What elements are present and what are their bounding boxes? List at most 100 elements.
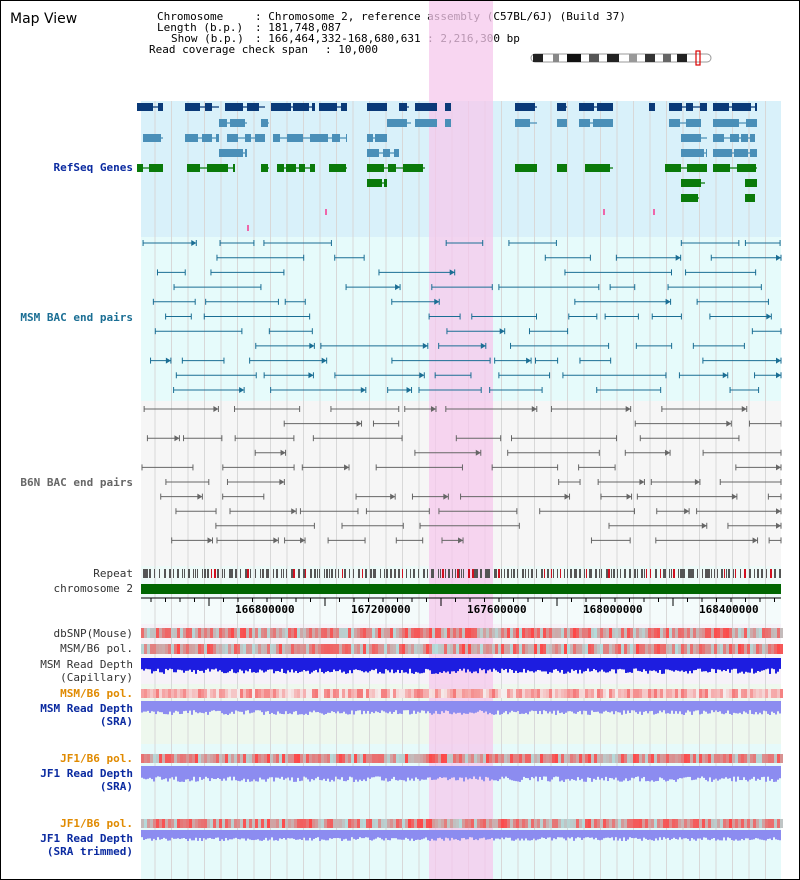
gene-feature — [515, 164, 537, 172]
gene-feature — [143, 134, 161, 142]
gene-feature — [319, 103, 337, 111]
dbsnp-track — [141, 628, 783, 638]
gene-feature — [185, 103, 200, 111]
gene-feature — [730, 134, 739, 142]
gene-feature — [207, 164, 228, 172]
jf1-trim-sub: (SRA trimmed) — [46, 845, 133, 858]
chromosome-bar — [141, 584, 781, 594]
msm-depth-capillary — [141, 658, 781, 674]
gene-feature — [247, 103, 259, 111]
gene-feature — [713, 103, 729, 111]
axis-tick-label: 168000000 — [583, 603, 643, 616]
gene-feature — [750, 149, 757, 157]
msm-depth-sra-label: MSM Read Depth — [40, 702, 133, 715]
gene-feature — [383, 149, 390, 157]
gene-feature — [713, 119, 739, 127]
gene-feature — [255, 134, 265, 142]
gene-feature — [686, 119, 701, 127]
gene-feature — [245, 134, 251, 142]
gene-feature — [741, 134, 748, 142]
gene-feature — [205, 103, 212, 111]
axis-tick-label: 166800000 — [235, 603, 295, 616]
coverage-key: Read coverage check span — [149, 43, 308, 56]
refseq-genes-label[interactable]: RefSeq Genes — [53, 161, 133, 174]
jf1-pol2-track — [141, 819, 783, 828]
coverage-value: : 10,000 — [325, 43, 378, 56]
msm-pol-label: MSM/B6 pol. — [60, 642, 133, 655]
gene-feature — [388, 164, 396, 172]
gene-feature — [332, 134, 340, 142]
show-key: Show (b.p.) — [171, 32, 244, 45]
gene-feature — [346, 134, 347, 142]
gene-feature — [299, 164, 305, 172]
msm-depth-sra-sub: (SRA) — [99, 715, 133, 728]
gene-feature — [287, 134, 303, 142]
refseq-genes-track[interactable] — [137, 103, 757, 231]
msm-pol2-label: MSM/B6 pol. — [60, 687, 133, 700]
gene-feature — [755, 103, 757, 111]
b6n-bac-track[interactable] — [141, 406, 782, 544]
gene-feature — [687, 164, 707, 172]
gene-feature — [387, 119, 407, 127]
gene-feature — [737, 164, 756, 172]
length-value: : 181,748,087 — [255, 21, 342, 34]
gene-feature — [329, 164, 346, 172]
gene-feature — [713, 149, 732, 157]
gene-feature — [149, 164, 163, 172]
axis-tick-label: 168400000 — [699, 603, 759, 616]
gene-feature — [293, 103, 309, 111]
gene-feature — [367, 179, 382, 187]
gene-feature — [216, 134, 219, 142]
gene-feature — [310, 164, 315, 172]
repeat-track[interactable] — [143, 569, 781, 578]
chromosome-ideogram[interactable] — [530, 50, 712, 66]
page-title: Map View — [10, 11, 78, 27]
gene-feature — [375, 134, 387, 142]
gene-feature — [137, 103, 153, 111]
chromosome-label: chromosome 2 — [53, 582, 133, 595]
gene-feature — [681, 194, 698, 202]
position-axis — [141, 597, 781, 606]
chromosome-key: Chromosome — [157, 10, 224, 23]
gene-feature — [394, 149, 399, 157]
axis-tick-label: 167200000 — [351, 603, 411, 616]
msm-bac-track[interactable] — [142, 240, 782, 393]
gene-feature — [686, 103, 693, 111]
gene-feature — [185, 134, 198, 142]
jf1-pol-track — [141, 754, 783, 763]
highlight-region[interactable] — [429, 1, 493, 880]
gene-feature — [341, 103, 347, 111]
jf1-depth-trimmed — [141, 830, 781, 841]
gene-feature — [202, 134, 212, 142]
repeat-label: Repeat — [93, 567, 133, 580]
gene-feature — [746, 119, 757, 127]
gene-feature — [700, 103, 707, 111]
gene-feature — [415, 119, 437, 127]
dbsnp-label: dbSNP(Mouse) — [53, 627, 133, 640]
gene-feature — [734, 149, 748, 157]
gene-feature — [230, 119, 245, 127]
gene-feature — [593, 119, 613, 127]
axis-tick-label: 167600000 — [467, 603, 527, 616]
gene-feature — [515, 119, 530, 127]
jf1-depth-sub: (SRA) — [99, 780, 133, 793]
gene-feature — [286, 164, 296, 172]
gene-feature — [219, 149, 243, 157]
gene-feature — [706, 149, 707, 157]
msm-pol-track — [141, 644, 783, 654]
msm-depth-sra — [141, 701, 781, 715]
gene-feature — [681, 149, 704, 157]
gene-feature — [681, 179, 701, 187]
b6n-bac-label[interactable]: B6N BAC end pairs — [20, 476, 133, 489]
jf1-depth-label: JF1 Read Depth — [40, 767, 133, 780]
gene-feature — [245, 149, 247, 157]
gene-feature — [597, 103, 613, 111]
msm-depth-cap-sub: (Capillary) — [60, 671, 133, 684]
gene-feature — [579, 103, 594, 111]
gene-feature — [310, 134, 328, 142]
gene-feature — [271, 103, 291, 111]
msm-bac-label[interactable]: MSM BAC end pairs — [20, 311, 133, 324]
gene-feature — [158, 103, 163, 111]
